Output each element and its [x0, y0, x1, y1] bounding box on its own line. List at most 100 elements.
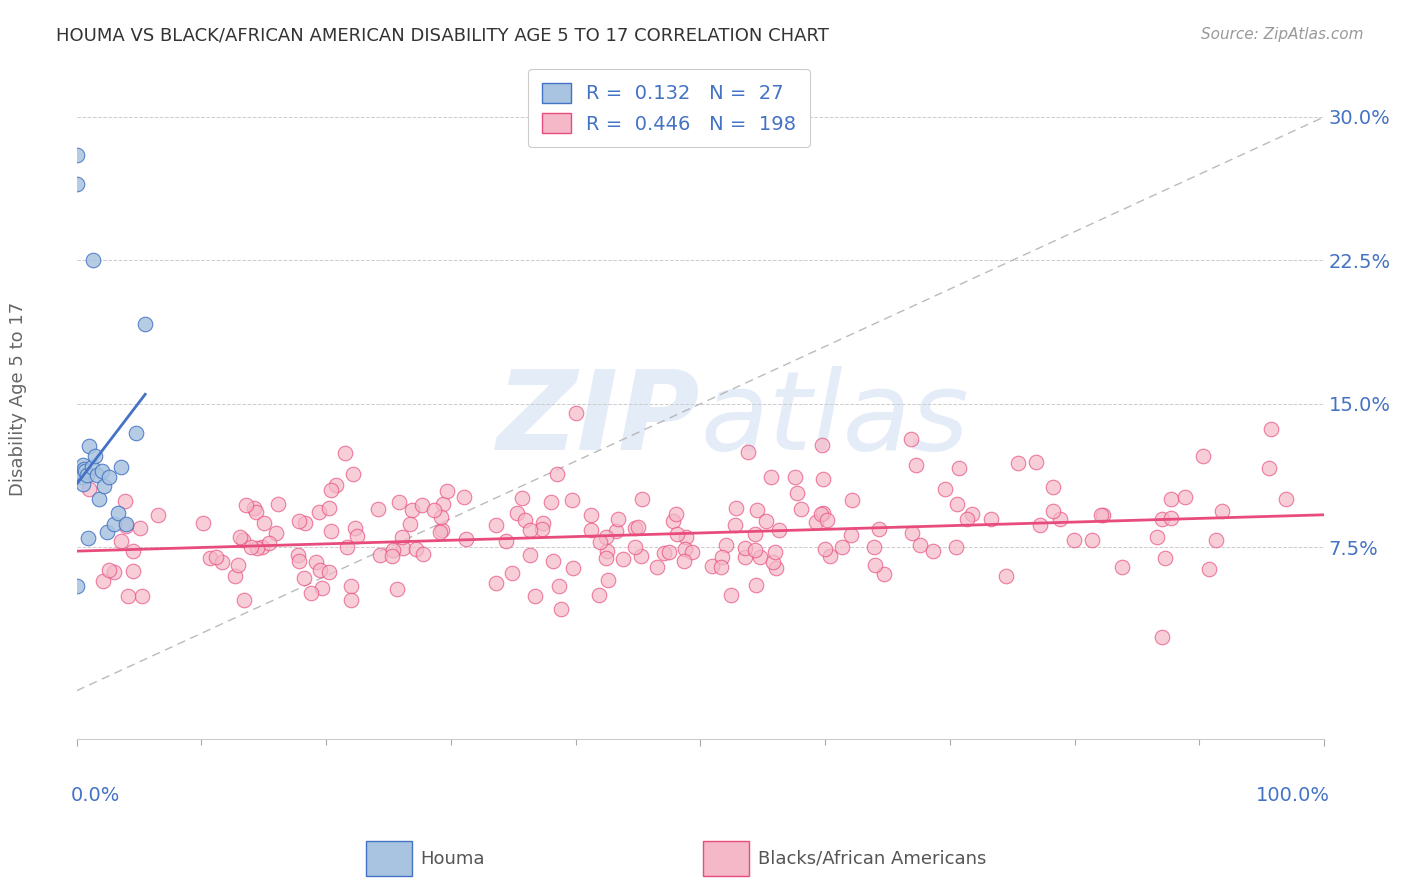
Blacks/African Americans — [960, 507, 983, 521]
Text: ZIP: ZIP — [496, 366, 700, 473]
Blacks/African Americans — [658, 545, 681, 559]
Blacks/African Americans — [645, 560, 668, 574]
Blacks/African Americans — [485, 576, 508, 591]
Legend: R =  0.132   N =  27, R =  0.446   N =  198: R = 0.132 N = 27, R = 0.446 N = 198 — [529, 70, 810, 147]
Houma — [65, 177, 87, 191]
Blacks/African Americans — [318, 566, 340, 580]
Blacks/African Americans — [946, 497, 969, 511]
Blacks/African Americans — [810, 438, 832, 452]
Blacks/African Americans — [343, 521, 366, 535]
Blacks/African Americans — [519, 548, 541, 562]
Blacks/African Americans — [495, 534, 517, 549]
Blacks/African Americans — [250, 540, 273, 554]
Blacks/African Americans — [1174, 490, 1197, 504]
Blacks/African Americans — [1025, 455, 1047, 469]
Blacks/African Americans — [725, 500, 748, 515]
Blacks/African Americans — [904, 458, 927, 472]
Blacks/African Americans — [868, 522, 890, 536]
Text: Blacks/African Americans: Blacks/African Americans — [758, 849, 986, 868]
Blacks/African Americans — [714, 538, 737, 552]
Blacks/African Americans — [1111, 560, 1133, 574]
Blacks/African Americans — [759, 469, 782, 483]
Blacks/African Americans — [98, 563, 121, 577]
Houma — [98, 469, 121, 483]
Blacks/African Americans — [839, 528, 862, 542]
Blacks/African Americans — [662, 514, 685, 528]
Blacks/African Americans — [224, 569, 246, 583]
Blacks/African Americans — [336, 540, 359, 554]
Blacks/African Americans — [325, 478, 347, 492]
Blacks/African Americans — [405, 541, 427, 556]
Blacks/African Americans — [598, 573, 620, 587]
Blacks/African Americans — [744, 542, 766, 557]
Blacks/African Americans — [391, 531, 413, 545]
Blacks/African Americans — [513, 513, 536, 527]
Blacks/African Americans — [246, 541, 269, 555]
Blacks/African Americans — [624, 541, 647, 555]
Blacks/African Americans — [630, 549, 652, 564]
Blacks/African Americans — [381, 543, 404, 558]
Houma — [115, 517, 138, 532]
Blacks/African Americans — [1154, 551, 1177, 566]
Blacks/African Americans — [665, 508, 688, 522]
Blacks/African Americans — [1049, 512, 1071, 526]
Blacks/African Americans — [765, 561, 787, 575]
Blacks/African Americans — [1042, 504, 1064, 518]
Blacks/African Americans — [305, 555, 328, 569]
Blacks/African Americans — [308, 564, 330, 578]
Blacks/African Americans — [519, 523, 541, 537]
Blacks/African Americans — [453, 490, 475, 504]
Houma — [107, 506, 129, 520]
Blacks/African Americans — [1090, 508, 1112, 522]
Blacks/African Americans — [783, 470, 806, 484]
Houma — [80, 460, 103, 475]
Blacks/African Americans — [1150, 630, 1173, 644]
Blacks/African Americans — [550, 601, 572, 615]
Blacks/African Americans — [627, 520, 650, 534]
Blacks/African Americans — [257, 535, 280, 549]
Houma — [76, 467, 98, 482]
Blacks/African Americans — [485, 518, 508, 533]
Blacks/African Americans — [232, 533, 254, 547]
Blacks/African Americans — [762, 556, 785, 570]
Blacks/African Americans — [115, 519, 138, 533]
Blacks/African Americans — [841, 492, 863, 507]
Blacks/African Americans — [385, 582, 408, 597]
Text: 100.0%: 100.0% — [1256, 786, 1330, 805]
Y-axis label: Disability Age 5 to 17: Disability Age 5 to 17 — [8, 302, 27, 496]
Blacks/African Americans — [564, 406, 586, 420]
Blacks/African Americans — [211, 555, 233, 569]
Blacks/African Americans — [605, 524, 627, 539]
Blacks/African Americans — [934, 482, 956, 496]
Blacks/African Americans — [501, 566, 523, 580]
Blacks/African Americans — [319, 483, 342, 498]
Blacks/African Americans — [579, 523, 602, 537]
Blacks/African Americans — [562, 561, 585, 575]
Blacks/African Americans — [994, 569, 1017, 583]
Blacks/African Americans — [506, 506, 529, 520]
Blacks/African Americans — [754, 514, 776, 528]
Houma — [69, 464, 91, 478]
Blacks/African Americans — [319, 524, 342, 538]
Blacks/African Americans — [1160, 491, 1182, 506]
Blacks/African Americans — [786, 486, 808, 500]
Blacks/African Americans — [235, 498, 257, 512]
Blacks/African Americans — [710, 550, 733, 565]
Blacks/African Americans — [790, 501, 813, 516]
Blacks/African Americans — [768, 523, 790, 537]
Houma — [76, 531, 98, 545]
Blacks/African Americans — [346, 529, 368, 543]
Blacks/African Americans — [294, 516, 316, 531]
Blacks/African Americans — [308, 505, 330, 519]
Blacks/African Americans — [1150, 511, 1173, 525]
Houma — [73, 462, 96, 476]
Blacks/African Americans — [1211, 504, 1233, 518]
FancyBboxPatch shape — [703, 841, 749, 876]
Blacks/African Americans — [412, 548, 434, 562]
Blacks/African Americans — [606, 512, 628, 526]
Blacks/African Americans — [1257, 460, 1279, 475]
Houma — [110, 460, 132, 475]
Blacks/African Americans — [267, 497, 290, 511]
Blacks/African Americans — [1205, 533, 1227, 547]
Blacks/African Americans — [205, 549, 228, 564]
